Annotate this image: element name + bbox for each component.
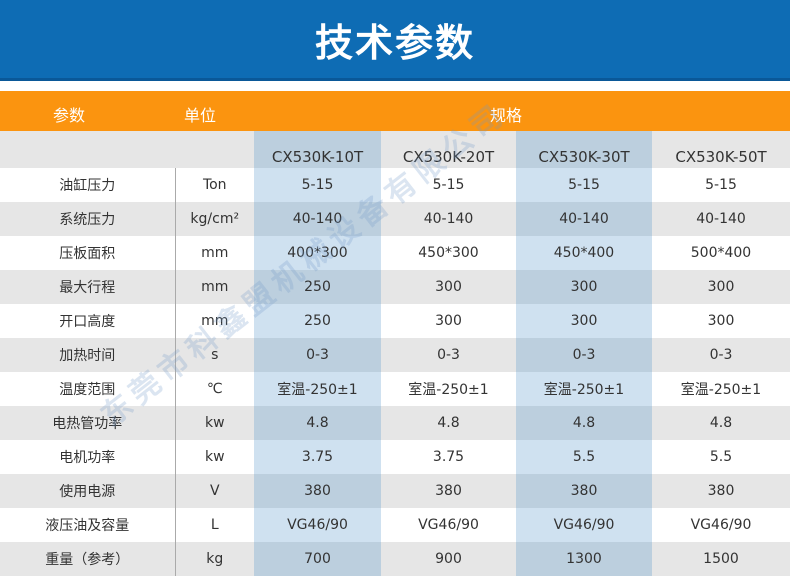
table-row: 电热管功率 kw 4.8 4.8 4.8 4.8 [0, 406, 790, 440]
param-value: 5.5 [709, 449, 733, 465]
param-unit: kw [174, 440, 254, 474]
param-value: 700 [254, 542, 381, 576]
param-unit: kg [174, 542, 254, 576]
param-value: 40-140 [652, 202, 790, 236]
header-spec: 规格 [490, 106, 523, 125]
table-row: 重量（参考） kg 700 900 1300 1500 [0, 542, 790, 576]
param-name: 加热时间 [0, 338, 175, 372]
param-value: 5-15 [516, 168, 652, 202]
param-value: 300 [435, 313, 462, 329]
param-value: 40-140 [254, 202, 381, 236]
param-value: 900 [381, 542, 516, 576]
param-value: 4.8 [652, 406, 790, 440]
param-name: 电热管功率 [0, 406, 175, 440]
param-unit: mm [174, 270, 254, 304]
param-value: 500*400 [690, 245, 752, 261]
param-value: 室温-250±1 [680, 382, 762, 398]
param-unit: V [174, 474, 254, 508]
param-value: 室温-250±1 [516, 372, 652, 406]
model-row: CX530K-10T CX530K-20T CX530K-30T CX530K-50T [0, 131, 790, 168]
param-name: 重量（参考） [0, 542, 175, 576]
param-value: 0-3 [516, 338, 652, 372]
param-value: 1300 [516, 542, 652, 576]
param-value: 室温-250±1 [254, 372, 381, 406]
param-value: 0-3 [381, 338, 516, 372]
param-value: 5-15 [254, 168, 381, 202]
param-value: 380 [516, 474, 652, 508]
param-value: 300 [516, 304, 652, 338]
param-unit: Ton [174, 168, 254, 202]
table-row: 温度范围 ℃ 室温-250±1 室温-250±1 室温-250±1 室温-250±1 [0, 372, 790, 406]
param-value: 4.8 [516, 406, 652, 440]
table-row: 压板面积 mm 400*300 450*300 450*400 500*400 [0, 236, 790, 270]
param-value: VG46/90 [690, 517, 752, 533]
model-name: CX530K-20T [381, 131, 516, 168]
param-unit: mm [174, 304, 254, 338]
param-value: 40-140 [516, 202, 652, 236]
table-row: 系统压力 kg/cm² 40-140 40-140 40-140 40-140 [0, 202, 790, 236]
param-value: 250 [254, 304, 381, 338]
param-value: 300 [707, 313, 735, 329]
param-unit: L [174, 508, 254, 542]
param-value: 400*300 [254, 236, 381, 270]
param-value: VG46/90 [254, 508, 381, 542]
table-row: 电机功率 kw 3.75 3.75 5.5 5.5 [0, 440, 790, 474]
table-row: 液压油及容量 L VG46/90 VG46/90 VG46/90 VG46/90 [0, 508, 790, 542]
param-value: 5-15 [432, 177, 465, 193]
param-value: 5.5 [516, 440, 652, 474]
param-name: 系统压力 [0, 202, 175, 236]
param-value: 300 [652, 270, 790, 304]
model-name: CX530K-30T [516, 131, 652, 168]
param-value: 5-15 [705, 177, 737, 193]
table-row: 使用电源 V 380 380 380 380 [0, 474, 790, 508]
param-name: 液压油及容量 [45, 518, 130, 534]
param-value: 1500 [652, 542, 790, 576]
param-value: VG46/90 [418, 517, 479, 533]
param-value: VG46/90 [516, 508, 652, 542]
table-row: 油缸压力 Ton 5-15 5-15 5-15 5-15 [0, 168, 790, 202]
param-unit: kg/cm² [174, 202, 254, 236]
param-value: 3.75 [254, 440, 381, 474]
param-name: 电机功率 [59, 450, 116, 466]
param-value: 380 [652, 474, 790, 508]
param-value: 300 [381, 270, 516, 304]
param-name: 压板面积 [59, 246, 116, 262]
param-value: 室温-250±1 [408, 382, 489, 398]
param-value: 450*400 [516, 236, 652, 270]
param-value: 0-3 [254, 338, 381, 372]
param-value: 4.8 [254, 406, 381, 440]
param-unit: mm [174, 236, 254, 270]
table-row: 开口高度 mm 250 300 300 300 [0, 304, 790, 338]
table-row: 加热时间 s 0-3 0-3 0-3 0-3 [0, 338, 790, 372]
param-unit: s [174, 338, 254, 372]
page-title: 技术参数 [0, 0, 790, 81]
param-name: 最大行程 [0, 270, 175, 304]
model-name: CX530K-50T [652, 131, 790, 168]
param-value: 250 [254, 270, 381, 304]
param-value: 380 [254, 474, 381, 508]
param-value: 0-3 [652, 338, 790, 372]
param-value: 40-140 [381, 202, 516, 236]
param-value: 3.75 [432, 449, 465, 465]
param-name: 温度范围 [59, 382, 116, 398]
param-value: 4.8 [381, 406, 516, 440]
header-param: 参数 [53, 106, 86, 125]
table-row: 最大行程 mm 250 300 300 300 [0, 270, 790, 304]
param-value: 450*300 [418, 245, 479, 261]
param-name: 使用电源 [0, 474, 175, 508]
param-value: 300 [516, 270, 652, 304]
param-name: 油缸压力 [59, 178, 116, 194]
table-header: 参数 单位 规格 [0, 91, 790, 131]
param-name: 开口高度 [59, 314, 116, 330]
param-unit: ℃ [174, 372, 254, 406]
param-unit: kw [174, 406, 254, 440]
param-value: 380 [381, 474, 516, 508]
header-unit: 单位 [184, 106, 217, 125]
model-name: CX530K-10T [254, 131, 381, 168]
spec-table: CX530K-10T CX530K-20T CX530K-30T CX530K-50T… [0, 131, 790, 576]
